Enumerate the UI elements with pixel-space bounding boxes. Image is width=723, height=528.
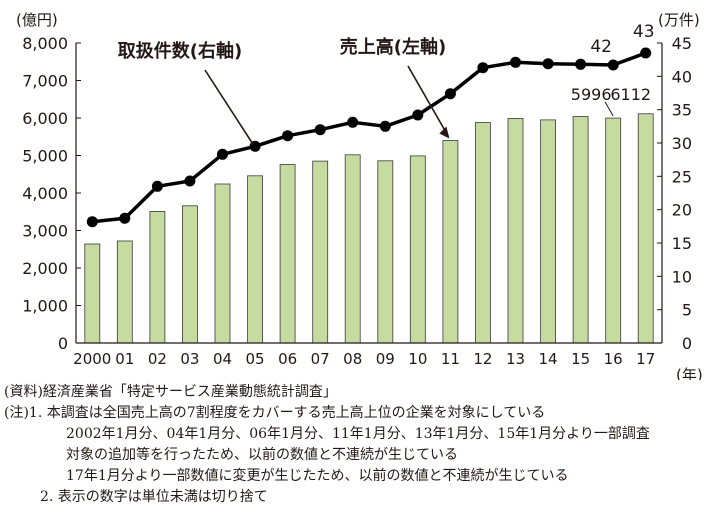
x-tick-label: 05 [246,350,265,368]
right-tick-label: 30 [672,134,692,153]
line-point-07 [314,124,326,136]
bar-series-label: 売上高(左軸) [340,36,446,58]
right-tick-label: 5 [682,301,692,320]
x-tick-label: 01 [115,350,134,368]
bar-07 [312,160,329,344]
bar-02 [149,210,166,344]
line-data-label: 43 [633,22,655,42]
bar-06 [279,164,296,344]
line-legend-leader [204,69,254,145]
left-tick-label: 5,000 [22,147,68,166]
note-1-cont-1: 2002年1月分、04年1月分、06年1月分、11年1月分、13年1月分、15年… [66,426,650,442]
right-tick-label: 35 [672,101,692,120]
bar-13 [507,118,524,344]
bar-12 [474,122,491,344]
bar-14 [540,119,556,344]
bar-2000 [84,243,101,344]
line-point-11 [444,88,456,100]
line-point-17 [640,47,652,59]
x-tick-label: 14 [539,350,558,368]
bar-04 [214,183,231,344]
x-tick-label: 04 [213,350,232,368]
line-point-04 [217,148,228,160]
line-point-2000 [86,216,98,228]
x-tick-label: 15 [571,350,590,368]
line-point-02 [151,180,163,192]
bar-legend-arrowhead [439,126,450,139]
bar-17 [637,113,654,344]
bar-09 [377,160,394,344]
line-point-08 [347,116,359,128]
note-1-cont-3: 17年1月分より一部数値に変更が生じたため、以前の数値と不連続が生じている [66,468,569,484]
x-tick-label: 08 [343,350,362,368]
bar-15 [572,116,589,344]
line-point-06 [282,130,294,142]
left-tick-label: 1,000 [22,297,68,316]
right-tick-label: 45 [672,34,692,53]
right-axis-unit: (万件) [658,11,700,29]
x-axis-unit: (年) [676,366,703,380]
notes: (資料)経済産業省「特定サービス産業動態統計調査」 (注)1. 本調査は全国売上… [4,382,720,508]
right-tick-label: 20 [672,201,692,220]
line-point-16 [607,59,619,71]
bar-data-label: 6112 [610,85,651,104]
line-point-13 [510,56,521,68]
x-tick-label: 07 [311,350,330,368]
note-1-cont-2: 対象の追加等を行ったため、以前の数値と不連続が生じている [66,447,458,463]
left-tick-label: 3,000 [22,222,68,241]
left-tick-label: 8,000 [22,34,68,53]
left-tick-label: 6,000 [22,109,68,128]
bar-10 [409,155,426,344]
note-2: 2. 表示の数字は単位未満は切り捨て [40,489,268,505]
bar-05 [247,175,264,344]
line-point-14 [542,58,554,70]
line-point-01 [119,212,131,224]
x-tick-label: 06 [278,350,297,368]
x-tick-label: 2000 [73,350,111,368]
right-tick-label: 10 [672,267,692,286]
left-axis-unit: (億円) [16,11,58,29]
right-tick-label: 15 [672,234,692,253]
line-series [92,51,647,224]
chart: 0 1,000 2,000 3,000 4,000 5,000 6,000 7,000 8,00… [16,11,703,380]
right-tick-label: 0 [682,334,692,353]
bar-data-label: 5996 [571,85,612,104]
bar-11 [442,140,459,344]
x-tick-label: 03 [180,350,199,368]
bar-03 [181,205,198,344]
x-tick-label: 02 [148,350,167,368]
line-point-12 [477,62,489,74]
x-tick-label: 11 [441,350,460,368]
left-tick-label: 2,000 [22,259,68,278]
bar-legend-leader [407,65,450,137]
x-tick-label: 12 [473,350,492,368]
line-point-03 [184,175,196,187]
bar-08 [344,154,361,344]
bar-16 [605,117,622,344]
x-tick-label: 09 [376,350,395,368]
line-data-label: 42 [590,37,612,57]
left-tick-label: 4,000 [22,184,68,203]
left-tick-label: 7,000 [22,72,68,91]
left-tick-label: 0 [58,334,68,353]
bar-01 [116,240,133,344]
line-point-10 [412,109,424,121]
x-tick-label: 10 [408,350,427,368]
x-tick-label: 13 [506,350,525,368]
x-tick-label: 17 [636,350,655,368]
x-tick-label: 16 [604,350,623,368]
line-point-15 [575,58,587,70]
right-tick-label: 40 [672,67,692,86]
right-tick-label: 25 [672,167,692,186]
source-note: (資料)経済産業省「特定サービス産業動態統計調査」 [4,384,337,400]
line-point-09 [379,120,391,132]
line-series-label: 取扱件数(右軸) [118,40,242,62]
bar-data-label-leader [604,101,614,117]
note-1: (注)1. 本調査は全国売上高の7割程度をカバーする売上高上位の企業を対象にして… [4,405,546,421]
